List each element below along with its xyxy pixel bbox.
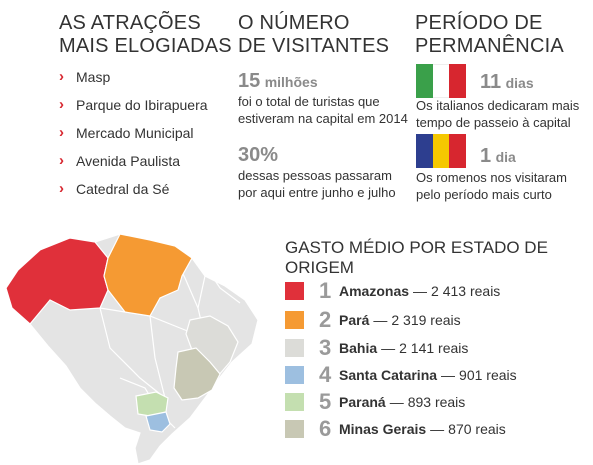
chevron-right-icon: › — [59, 68, 64, 85]
state-minas-gerais — [173, 347, 221, 401]
chevron-right-icon: › — [59, 180, 64, 197]
legend-swatch — [285, 282, 304, 300]
legend-row-amazonas: 1 Amazonas — 2 413 reais — [285, 280, 500, 302]
attractions-title: AS ATRAÇÕES MAIS ELOGIADAS — [59, 12, 232, 57]
legend-row-minas-gerais: 6 Minas Gerais — 870 reais — [285, 418, 506, 440]
visitors-title: O NÚMERO DE VISITANTES — [238, 12, 390, 57]
list-item: › Catedral da Sé — [59, 180, 170, 198]
legend-swatch — [285, 393, 304, 411]
chevron-right-icon: › — [59, 96, 64, 113]
state-para — [103, 233, 193, 317]
attractions-list: › Masp › Parque do Ibirapuera › Mercado Mun… — [59, 66, 208, 206]
legend-row-bahia: 3 Bahia — 2 141 reais — [285, 337, 468, 359]
legend-swatch — [285, 366, 304, 384]
italy-description: Os italianos dedicaram mais tempo de pas… — [416, 98, 580, 130]
spending-title: GASTO MÉDIO POR ESTADO DE ORIGEM — [285, 238, 548, 277]
legend-swatch — [285, 311, 304, 329]
visitors-stat-total: 15 milhões foi o total de turistas que e… — [238, 70, 408, 126]
legend-swatch — [285, 339, 304, 357]
legend-row-santa-catarina: 4 Santa Catarina — 901 reais — [285, 364, 517, 386]
italy-stat: 11 dias — [480, 71, 534, 93]
brazil-map — [5, 233, 259, 465]
list-item: › Parque do Ibirapuera — [59, 96, 208, 114]
list-item: › Avenida Paulista — [59, 152, 181, 170]
legend-swatch — [285, 420, 304, 438]
italy-flag-icon — [416, 64, 467, 98]
romania-description: Os romenos nos visitaram pelo período ma… — [416, 170, 567, 202]
state-santa-catarina — [145, 411, 171, 433]
visitors-stat-percent: 30% dessas pessoas passaram por aqui ent… — [238, 144, 396, 200]
list-item: › Mercado Municipal — [59, 124, 194, 142]
romania-flag-icon — [416, 134, 467, 168]
legend-row-para: 2 Pará — 2 319 reais — [285, 309, 461, 331]
chevron-right-icon: › — [59, 124, 64, 141]
stay-title: PERÍODO DE PERMANÊNCIA — [415, 12, 564, 57]
state-amazonas — [5, 237, 109, 325]
list-item: › Masp — [59, 68, 111, 86]
chevron-right-icon: › — [59, 152, 64, 169]
romania-stat: 1 dia — [480, 145, 516, 167]
legend-row-parana: 5 Paraná — 893 reais — [285, 391, 465, 413]
